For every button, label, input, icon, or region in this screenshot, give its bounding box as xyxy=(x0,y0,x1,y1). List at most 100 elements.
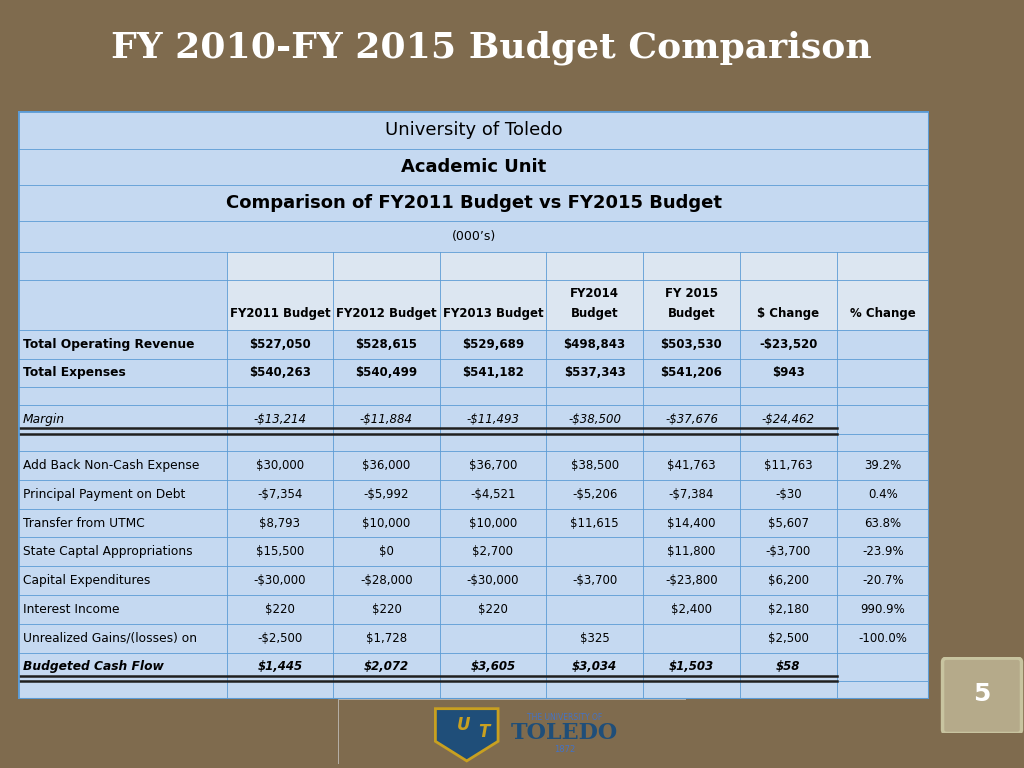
Text: -$5,992: -$5,992 xyxy=(364,488,410,501)
Text: $58: $58 xyxy=(776,660,801,674)
Text: $503,530: $503,530 xyxy=(660,338,722,351)
Text: FY2014: FY2014 xyxy=(570,287,620,300)
Text: Unrealized Gains/(losses) on: Unrealized Gains/(losses) on xyxy=(23,632,197,644)
Text: 39.2%: 39.2% xyxy=(864,459,901,472)
Text: -23.9%: -23.9% xyxy=(862,545,903,558)
Text: $3,034: $3,034 xyxy=(572,660,617,674)
Text: Budgeted Cash Flow: Budgeted Cash Flow xyxy=(23,660,164,674)
Text: (000’s): (000’s) xyxy=(452,230,496,243)
Text: $541,182: $541,182 xyxy=(462,366,524,379)
Text: Add Back Non-Cash Expense: Add Back Non-Cash Expense xyxy=(23,459,200,472)
Text: Comparison of FY2011 Budget vs FY2015 Budget: Comparison of FY2011 Budget vs FY2015 Bu… xyxy=(225,194,722,212)
Bar xyxy=(226,280,929,329)
Text: -20.7%: -20.7% xyxy=(862,574,903,587)
Text: State Captal Appropriations: State Captal Appropriations xyxy=(23,545,193,558)
Text: $11,800: $11,800 xyxy=(668,545,716,558)
FancyBboxPatch shape xyxy=(942,658,1022,733)
Text: -$37,676: -$37,676 xyxy=(665,412,718,425)
Text: 0.4%: 0.4% xyxy=(868,488,898,501)
Text: Total Expenses: Total Expenses xyxy=(23,366,126,379)
Text: $38,500: $38,500 xyxy=(570,459,618,472)
Text: $41,763: $41,763 xyxy=(668,459,716,472)
Text: $2,180: $2,180 xyxy=(768,603,809,616)
Text: $10,000: $10,000 xyxy=(362,517,411,530)
Text: Capital Expenditures: Capital Expenditures xyxy=(23,574,151,587)
Text: 1872: 1872 xyxy=(554,745,574,754)
Text: $2,400: $2,400 xyxy=(671,603,712,616)
Text: -$5,206: -$5,206 xyxy=(572,488,617,501)
Text: $0: $0 xyxy=(379,545,394,558)
Text: -$7,354: -$7,354 xyxy=(257,488,303,501)
Text: -$30,000: -$30,000 xyxy=(467,574,519,587)
Text: $540,499: $540,499 xyxy=(355,366,418,379)
Text: Margin: Margin xyxy=(23,412,65,425)
Text: -$30: -$30 xyxy=(775,488,802,501)
Text: $2,700: $2,700 xyxy=(472,545,513,558)
Text: Total Operating Revenue: Total Operating Revenue xyxy=(23,338,195,351)
Text: $529,689: $529,689 xyxy=(462,338,524,351)
Text: University of Toledo: University of Toledo xyxy=(385,121,562,139)
Text: FY 2015: FY 2015 xyxy=(665,287,718,300)
Text: Budget: Budget xyxy=(668,307,716,320)
Text: $220: $220 xyxy=(265,603,295,616)
Text: % Change: % Change xyxy=(850,307,915,320)
Text: $11,763: $11,763 xyxy=(764,459,813,472)
Polygon shape xyxy=(435,709,498,761)
Text: $30,000: $30,000 xyxy=(256,459,304,472)
Text: -$7,384: -$7,384 xyxy=(669,488,714,501)
Text: $1,503: $1,503 xyxy=(669,660,714,674)
Text: $528,615: $528,615 xyxy=(355,338,418,351)
Text: $1,445: $1,445 xyxy=(257,660,302,674)
Bar xyxy=(226,251,929,280)
Text: $36,700: $36,700 xyxy=(469,459,517,472)
Text: 990.9%: 990.9% xyxy=(860,603,905,616)
Text: T: T xyxy=(478,723,489,740)
Text: 5: 5 xyxy=(974,681,990,706)
Text: -$28,000: -$28,000 xyxy=(360,574,413,587)
Text: $540,263: $540,263 xyxy=(249,366,311,379)
Text: $498,843: $498,843 xyxy=(563,338,626,351)
Text: -$30,000: -$30,000 xyxy=(254,574,306,587)
Text: -$11,884: -$11,884 xyxy=(360,412,413,425)
Text: -$23,520: -$23,520 xyxy=(759,338,817,351)
Text: $10,000: $10,000 xyxy=(469,517,517,530)
Text: $ Change: $ Change xyxy=(758,307,819,320)
Text: FY2013 Budget: FY2013 Budget xyxy=(442,307,544,320)
Text: $220: $220 xyxy=(478,603,508,616)
Text: $220: $220 xyxy=(372,603,401,616)
Text: FY2011 Budget: FY2011 Budget xyxy=(229,307,330,320)
Text: $325: $325 xyxy=(580,632,609,644)
Text: -$24,462: -$24,462 xyxy=(762,412,815,425)
Text: $537,343: $537,343 xyxy=(564,366,626,379)
Text: Interest Income: Interest Income xyxy=(23,603,120,616)
Text: $2,500: $2,500 xyxy=(768,632,809,644)
Text: $943: $943 xyxy=(772,366,805,379)
Text: FY 2010-FY 2015 Budget Comparison: FY 2010-FY 2015 Budget Comparison xyxy=(112,31,871,65)
Text: $11,615: $11,615 xyxy=(570,517,618,530)
Text: Principal Payment on Debt: Principal Payment on Debt xyxy=(23,488,185,501)
Text: -$11,493: -$11,493 xyxy=(467,412,519,425)
Text: 63.8%: 63.8% xyxy=(864,517,901,530)
Text: $6,200: $6,200 xyxy=(768,574,809,587)
Text: U: U xyxy=(457,716,470,734)
Text: $1,728: $1,728 xyxy=(366,632,407,644)
Text: Transfer from UTMC: Transfer from UTMC xyxy=(23,517,144,530)
Text: -$3,700: -$3,700 xyxy=(572,574,617,587)
Text: -$23,800: -$23,800 xyxy=(666,574,718,587)
Text: -$3,700: -$3,700 xyxy=(766,545,811,558)
Text: -$38,500: -$38,500 xyxy=(568,412,622,425)
Text: Academic Unit: Academic Unit xyxy=(401,158,546,176)
Text: $3,605: $3,605 xyxy=(470,660,515,674)
Text: Budget: Budget xyxy=(570,307,618,320)
Text: FY2012 Budget: FY2012 Budget xyxy=(336,307,437,320)
Text: -100.0%: -100.0% xyxy=(858,632,907,644)
Text: $36,000: $36,000 xyxy=(362,459,411,472)
Text: $527,050: $527,050 xyxy=(249,338,311,351)
Text: THE UNIVERSITY OF: THE UNIVERSITY OF xyxy=(526,713,602,722)
Text: $2,072: $2,072 xyxy=(364,660,409,674)
Text: $541,206: $541,206 xyxy=(660,366,723,379)
Text: -$2,500: -$2,500 xyxy=(257,632,302,644)
Text: $14,400: $14,400 xyxy=(668,517,716,530)
Text: $5,607: $5,607 xyxy=(768,517,809,530)
Text: TOLEDO: TOLEDO xyxy=(511,722,617,744)
